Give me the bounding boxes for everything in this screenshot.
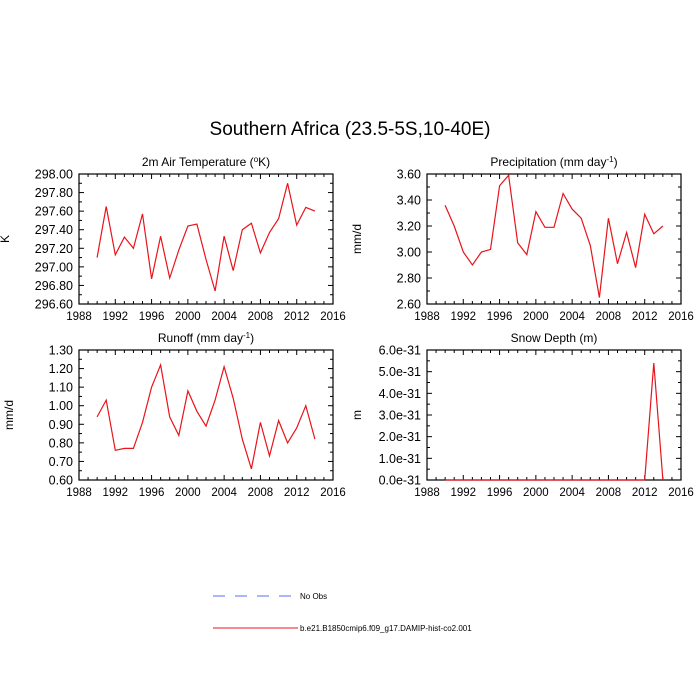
x-tick-label: 2016	[668, 311, 694, 323]
x-tick-label: 2008	[596, 311, 622, 323]
y-tick-label: 3.0e-31	[379, 409, 421, 423]
chart-panel-2: Precipitation (mm day-1) mm/d 1988 1992 1996…	[350, 155, 694, 324]
y-axis-label: mm/d	[350, 224, 364, 254]
y-axis-label: m	[350, 410, 364, 420]
y-tick-label: 1.0e-31	[379, 452, 421, 466]
y-axis-label: mm/d	[2, 400, 16, 430]
plot-frame	[78, 349, 334, 481]
y-tick-label: 6.0e-31	[379, 344, 421, 358]
x-tick-label: 2012	[632, 311, 658, 323]
panel-title: 2m Air Temperature (oK)	[142, 155, 270, 170]
legend-label: No Obs	[300, 592, 327, 601]
x-tick-label: 1992	[102, 487, 128, 499]
x-tick-label: 1996	[487, 487, 513, 499]
plot-frame	[78, 173, 334, 305]
y-tick-label: 3.40	[397, 194, 421, 208]
x-tick-label: 1996	[139, 487, 165, 499]
y-tick-label: 3.20	[397, 220, 421, 234]
y-tick-label: 298.00	[35, 168, 73, 182]
y-tick-label: 296.80	[35, 279, 73, 293]
legend: No Obs b.e21.B1850cmip6.f09_g17.DAMIP-his…	[213, 592, 472, 633]
y-tick-label: 0.0e-31	[379, 474, 421, 488]
x-tick-label: 1988	[66, 311, 92, 323]
y-tick-label: 296.60	[35, 298, 73, 312]
y-tick-label: 1.10	[49, 381, 73, 395]
x-tick-label: 2000	[175, 487, 201, 499]
y-tick-label: 3.60	[397, 168, 421, 182]
y-tick-label: 1.30	[49, 344, 73, 358]
y-tick-label: 2.80	[397, 272, 421, 286]
y-tick-label: 297.20	[35, 242, 73, 256]
chart-panel-1: 2m Air Temperature (oK) K 1988 1992 1996 2000…	[0, 155, 346, 324]
panel-title: Precipitation (mm day-1)	[490, 155, 617, 170]
y-tick-label: 0.90	[49, 418, 73, 432]
x-tick-label: 2004	[559, 487, 585, 499]
x-tick-label: 2016	[320, 487, 346, 499]
x-tick-label: 2016	[668, 487, 694, 499]
legend-label: b.e21.B1850cmip6.f09_g17.DAMIP-hist-co2.…	[300, 624, 472, 633]
y-tick-label: 297.60	[35, 205, 73, 219]
figure-title: Southern Africa (23.5-5S,10-40E)	[209, 119, 491, 140]
x-tick-label: 1992	[450, 487, 476, 499]
y-tick-label: 297.40	[35, 223, 73, 237]
y-tick-label: 2.0e-31	[379, 430, 421, 444]
x-tick-label: 1988	[414, 487, 440, 499]
x-tick-label: 2012	[284, 311, 310, 323]
x-tick-label: 2004	[559, 311, 585, 323]
x-tick-label: 1996	[139, 311, 165, 323]
y-tick-label: 5.0e-31	[379, 365, 421, 379]
x-tick-label: 2008	[248, 487, 274, 499]
x-tick-label: 2000	[523, 311, 549, 323]
y-tick-label: 297.80	[35, 186, 73, 200]
x-tick-label: 2004	[211, 311, 237, 323]
x-tick-label: 2016	[320, 311, 346, 323]
series-line	[445, 362, 664, 481]
y-tick-label: 0.60	[49, 474, 73, 488]
x-tick-label: 2004	[211, 487, 237, 499]
series-line	[96, 362, 316, 470]
chart-panel-3: Runoff (mm day-1) mm/d 1988 1992 1996 2000 200…	[2, 331, 346, 500]
y-tick-label: 0.70	[49, 455, 73, 469]
x-tick-label: 1992	[102, 311, 128, 323]
series-line	[96, 183, 316, 292]
x-tick-label: 2008	[596, 487, 622, 499]
x-tick-label: 1996	[487, 311, 513, 323]
panel-title: Runoff (mm day-1)	[158, 331, 254, 346]
x-tick-label: 2000	[523, 487, 549, 499]
x-tick-label: 1988	[66, 487, 92, 499]
x-tick-label: 2008	[248, 311, 274, 323]
y-tick-label: 3.00	[397, 246, 421, 260]
x-tick-label: 2000	[175, 311, 201, 323]
y-tick-label: 297.00	[35, 260, 73, 274]
x-tick-label: 1992	[450, 311, 476, 323]
plot-frame	[426, 173, 682, 305]
y-tick-label: 0.80	[49, 436, 73, 450]
x-tick-label: 2012	[632, 487, 658, 499]
y-tick-label: 1.20	[49, 362, 73, 376]
x-tick-label: 2012	[284, 487, 310, 499]
series-line	[444, 173, 664, 298]
y-tick-label: 4.0e-31	[379, 387, 421, 401]
y-tick-label: 1.00	[49, 399, 73, 413]
chart-panel-4: Snow Depth (m) m 1988 1992 1996 2000 2004 2008 2…	[350, 331, 694, 499]
panel-title: Snow Depth (m)	[511, 331, 598, 345]
x-tick-label: 1988	[414, 311, 440, 323]
plot-frame	[426, 349, 682, 481]
y-tick-label: 2.60	[397, 298, 421, 312]
y-axis-label: K	[0, 235, 12, 243]
